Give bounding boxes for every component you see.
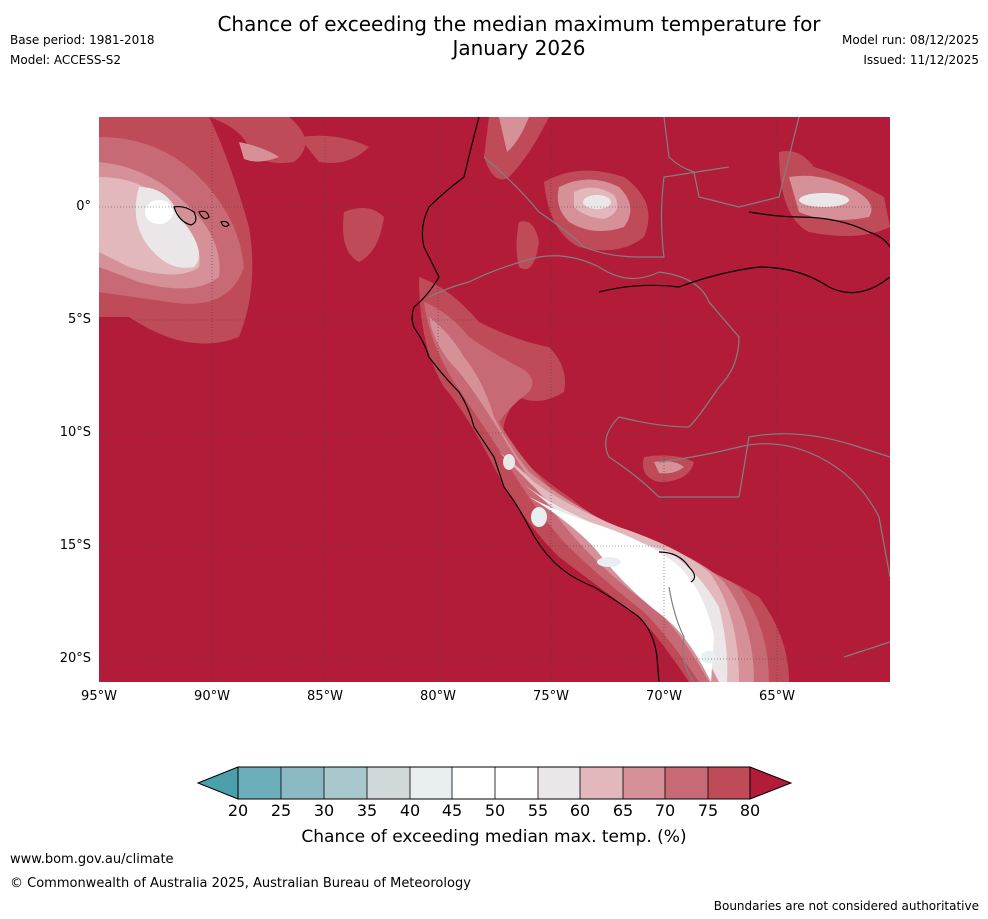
colorbar-tick-65: 65 — [612, 801, 634, 820]
footer-copyright: © Commonwealth of Australia 2025, Austra… — [10, 876, 471, 891]
country-borders — [428, 117, 890, 682]
lon-label-95w: 95°W — [81, 689, 117, 704]
title-line-1: Chance of exceeding the median maximum t… — [217, 12, 821, 36]
colorbar-tick-50: 50 — [484, 801, 506, 820]
colorbar-outline — [237, 766, 751, 800]
colorbar-swatch — [623, 767, 665, 799]
map-title: Chance of exceeding the median maximum t… — [0, 12, 988, 60]
model-name: Model: ACCESS-S2 — [10, 53, 122, 67]
andes-anomaly — [419, 277, 789, 682]
colorbar-low-arrow — [196, 766, 239, 800]
colorbar-tick-55: 55 — [527, 801, 549, 820]
meta-right: Model run: 08/12/2025 Issued: 11/12/2025 — [842, 30, 979, 70]
lon-label-90w: 90°W — [194, 689, 230, 704]
galapagos-anomaly — [99, 117, 384, 344]
issued-date: Issued: 11/12/2025 — [863, 53, 979, 67]
colorbar-swatch — [665, 767, 708, 799]
colorbar-tick-30: 30 — [313, 801, 335, 820]
base-period: Base period: 1981-2018 — [10, 33, 155, 47]
colorbar-title: Chance of exceeding median max. temp. (%… — [301, 827, 687, 847]
lat-label-15s: 15°S — [59, 538, 91, 553]
boundary-note: Boundaries are not considered authoritat… — [713, 899, 979, 913]
colorbar-swatch — [238, 767, 281, 799]
colorbar-tick-70: 70 — [654, 801, 676, 820]
colorbar-tick-80: 80 — [739, 801, 761, 820]
colorbar-swatch — [324, 767, 367, 799]
lon-label-70w: 70°W — [646, 689, 682, 704]
colorbar-tick-35: 35 — [356, 801, 378, 820]
colorbar-tick-20: 20 — [227, 801, 249, 820]
colorbar-swatch — [708, 767, 750, 799]
colorbar-tick-45: 45 — [441, 801, 463, 820]
title-line-2: January 2026 — [452, 36, 586, 60]
colorbar-swatch — [367, 767, 410, 799]
colorbar-tick-60: 60 — [569, 801, 591, 820]
lat-label-20s: 20°S — [59, 651, 91, 666]
map-svg — [99, 117, 890, 682]
north-anomaly — [484, 117, 890, 482]
colorbar-swatch — [410, 767, 452, 799]
lat-label-5s: 5°S — [67, 312, 91, 327]
lon-label-85w: 85°W — [307, 689, 343, 704]
colorbar-tick-25: 25 — [270, 801, 292, 820]
lat-label-0: 0° — [76, 199, 91, 214]
colorbar — [196, 766, 793, 800]
colorbar-swatch — [452, 767, 495, 799]
graticule — [99, 117, 890, 682]
footer-url[interactable]: www.bom.gov.au/climate — [10, 852, 174, 867]
colorbar-swatch — [580, 767, 623, 799]
colorbar-swatch — [538, 767, 580, 799]
colorbar-dividers — [280, 767, 709, 799]
colorbar-tick-40: 40 — [399, 801, 421, 820]
colorbar-swatch — [281, 767, 324, 799]
colorbar-high-arrow — [749, 766, 793, 800]
coastline — [173, 117, 890, 682]
model-run: Model run: 08/12/2025 — [841, 33, 979, 47]
colorbar-swatch — [495, 767, 538, 799]
lon-label-65w: 65°W — [759, 689, 795, 704]
meta-left: Base period: 1981-2018 Model: ACCESS-S2 — [10, 30, 155, 70]
map-panel — [99, 117, 890, 682]
lon-label-80w: 80°W — [420, 689, 456, 704]
lat-label-10s: 10°S — [59, 425, 91, 440]
colorbar-tick-75: 75 — [697, 801, 719, 820]
lon-label-75w: 75°W — [533, 689, 569, 704]
